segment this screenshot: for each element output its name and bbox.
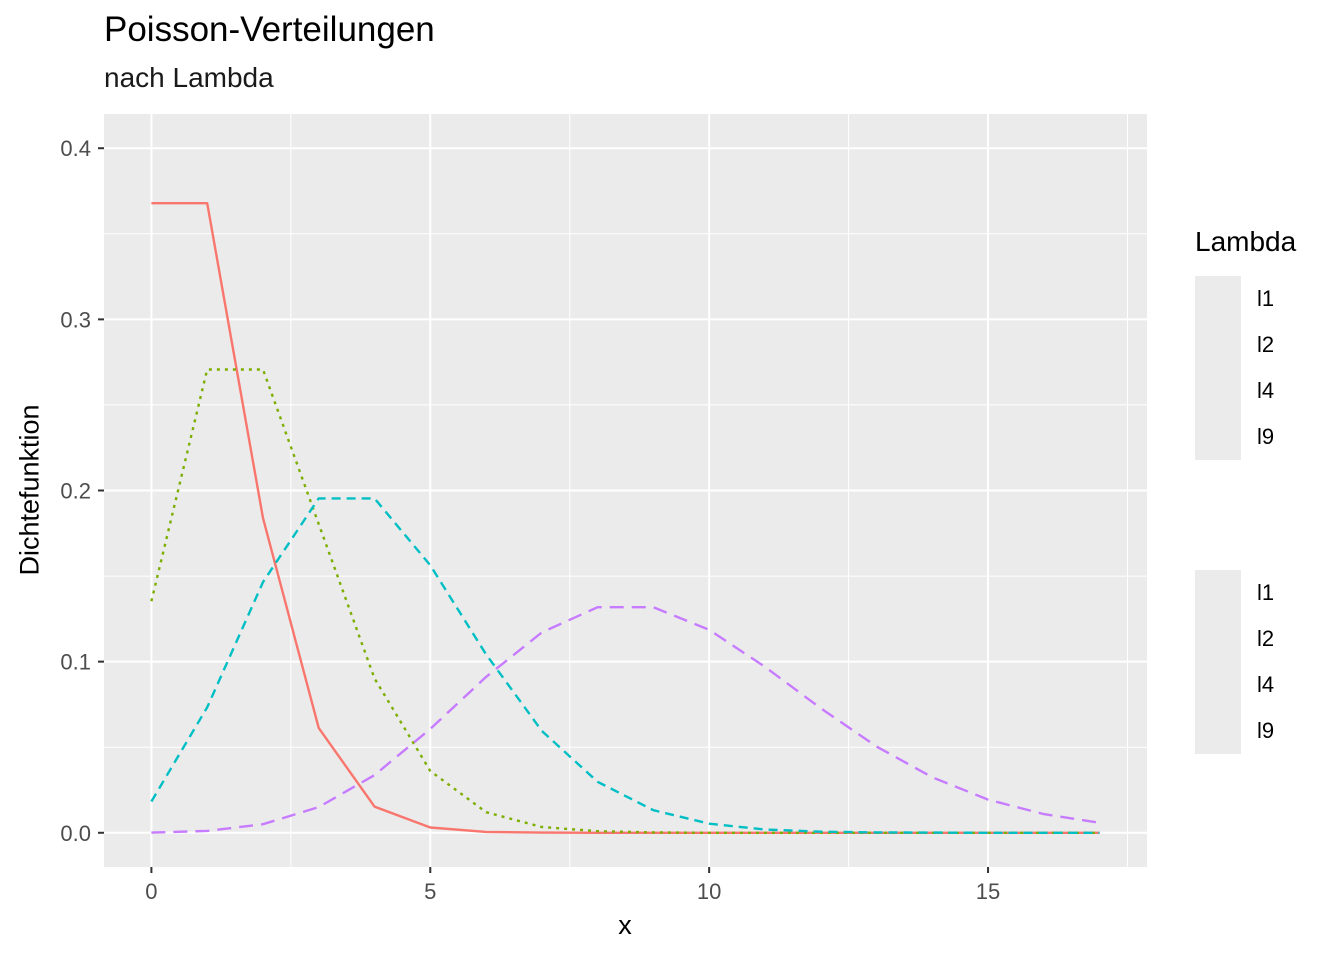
legend-linetype-label-l2: l2 (1257, 626, 1275, 651)
legend-linetype-label-l1: l1 (1257, 580, 1275, 605)
x-tick-label: 0 (145, 879, 157, 904)
series-lines (150, 201, 1100, 834)
gridlines (104, 114, 1147, 867)
y-tick-label: 0.4 (60, 136, 91, 161)
y-tick-label: 0.0 (60, 821, 91, 846)
legend-linetype-label-l9: l9 (1257, 718, 1275, 743)
x-tick-label: 5 (424, 879, 436, 904)
y-tick-label: 0.1 (60, 650, 91, 675)
legend-color-keys-bg (1195, 276, 1241, 460)
legend-color-label-l1: l1 (1257, 286, 1275, 311)
x-axis-label: x (618, 910, 632, 940)
legend-color-label-l9: l9 (1257, 424, 1275, 449)
x-tick-label: 15 (976, 879, 1000, 904)
series-line-l4 (150, 497, 1100, 834)
legend-linetype-keys-bg (1195, 570, 1241, 754)
legend-linetype-label-l4: l4 (1257, 672, 1275, 697)
legend-color-label-l2: l2 (1257, 332, 1275, 357)
y-tick-label: 0.2 (60, 479, 91, 504)
y-tick-label: 0.3 (60, 307, 91, 332)
axes: 0 5 10 15 0.0 0.1 0.2 0.3 0.4 (60, 136, 1000, 904)
x-tick-label: 10 (697, 879, 721, 904)
chart-title: Poisson-Verteilungen (104, 10, 435, 49)
chart-subtitle: nach Lambda (104, 62, 274, 93)
legend-color-label-l4: l4 (1257, 378, 1275, 403)
legend-color-title: Lambda (1195, 226, 1297, 257)
series-line-l9 (151, 606, 1100, 834)
